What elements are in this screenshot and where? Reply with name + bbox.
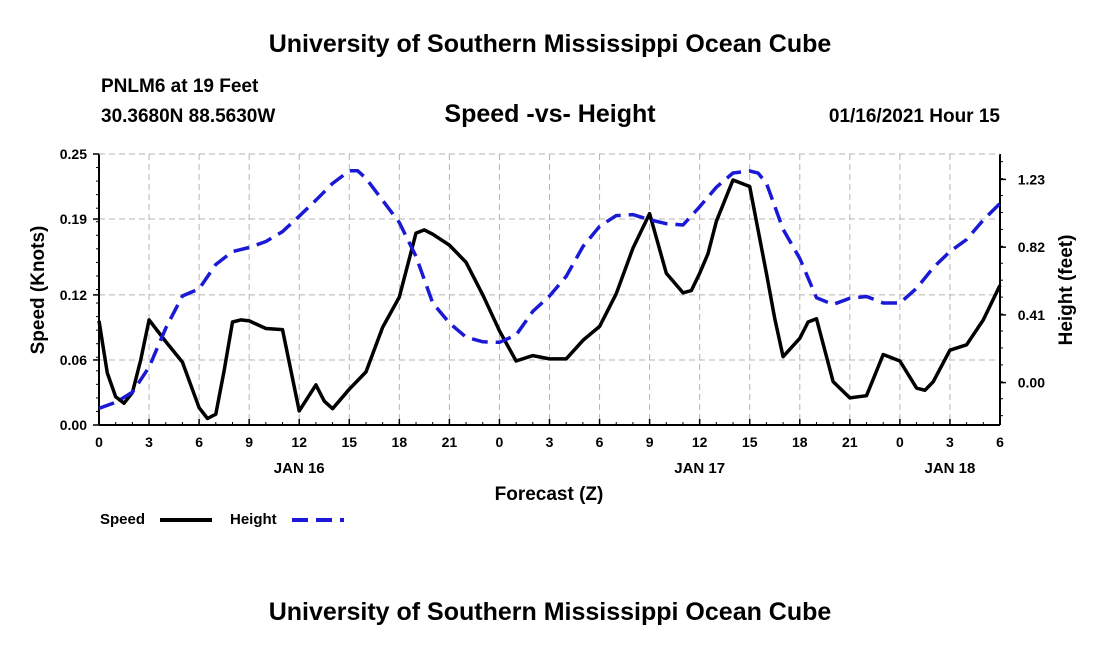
forecast-run-time: 01/16/2021 Hour 15 (828, 106, 1000, 127)
y-tick-label: 0.06 (60, 352, 87, 368)
station-label: PNLM6 at 19 Feet (101, 76, 259, 97)
labels-layer: 0 3 6 9 12 15 18 21 0 3 6 9 12 15 18 21 0 3 6 0.00 0.06 0.12 0… (28, 146, 1077, 505)
footer-org-title: University of Southern Mississippi Ocean… (268, 598, 832, 626)
y2-tick-label: 0.82 (1018, 239, 1045, 255)
x-tick-label: 21 (442, 434, 458, 450)
y-tick-label: 0.25 (60, 146, 87, 162)
y-axis-title: Speed (Knots) (28, 226, 49, 355)
legend-label-height: Height (230, 511, 277, 528)
x-axis-title: Forecast (Z) (495, 484, 604, 505)
y2-axis-title: Height (feet) (1056, 235, 1077, 346)
x-tick-label: 0 (95, 434, 103, 450)
y2-tick-label: 1.23 (1018, 171, 1045, 187)
day-label: JAN 17 (674, 460, 725, 477)
axes-layer (93, 153, 1006, 426)
speed-series-line (97, 178, 1002, 421)
org-title: University of Southern Mississippi Ocean… (268, 30, 832, 58)
chart-title: Speed -vs- Height (444, 100, 656, 128)
series-layer (97, 168, 1002, 421)
grid-layer (99, 154, 1000, 425)
x-tick-label: 6 (996, 434, 1004, 450)
x-tick-label: 18 (392, 434, 408, 450)
x-tick-label: 6 (596, 434, 604, 450)
x-tick-label: 15 (341, 434, 357, 450)
day-label: JAN 16 (274, 460, 325, 477)
height-series-line (98, 168, 1002, 411)
x-tick-label: 3 (546, 434, 554, 450)
x-tick-label: 21 (842, 434, 858, 450)
x-tick-label: 0 (496, 434, 504, 450)
x-tick-label: 9 (245, 434, 253, 450)
y2-tick-label: 0.41 (1018, 307, 1045, 323)
x-tick-label: 3 (145, 434, 153, 450)
x-tick-label: 12 (692, 434, 708, 450)
station-coordinates: 30.3680N 88.5630W (101, 106, 276, 127)
y-tick-label: 0.12 (60, 287, 87, 303)
x-tick-label: 15 (742, 434, 758, 450)
y-tick-label: 0.19 (60, 211, 87, 227)
y2-tick-label: 0.00 (1018, 375, 1045, 391)
x-tick-label: 0 (896, 434, 904, 450)
legend: Speed Height (100, 511, 344, 528)
x-tick-label: 18 (792, 434, 808, 450)
day-label: JAN 18 (925, 460, 976, 477)
x-tick-label: 9 (646, 434, 654, 450)
x-tick-label: 12 (291, 434, 307, 450)
x-tick-label: 3 (946, 434, 954, 450)
legend-label-speed: Speed (100, 511, 145, 528)
y-tick-label: 0.00 (60, 417, 87, 433)
x-tick-label: 6 (195, 434, 203, 450)
